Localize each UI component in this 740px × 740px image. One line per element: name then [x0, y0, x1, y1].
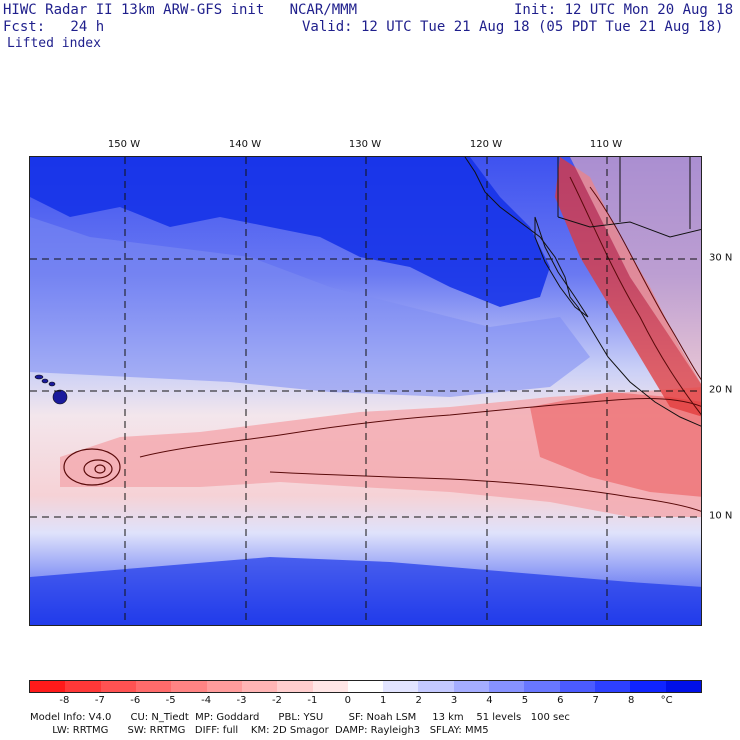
lon-label-130w: 130 W	[348, 139, 382, 150]
lat-label-10n: 10 N	[709, 510, 733, 522]
valid-time: Valid: 12 UTC Tue 21 Aug 18 (05 PDT Tue …	[302, 19, 724, 35]
colorbar-swatch	[418, 681, 454, 692]
colorbar-swatch	[453, 681, 490, 692]
lon-label-120w: 120 W	[469, 139, 503, 150]
colorbar-label: -3	[236, 695, 247, 706]
colorbar-swatch	[312, 681, 348, 692]
colorbar-label: -1	[307, 695, 318, 706]
colorbar-swatch	[206, 681, 242, 692]
field-name: Lifted index	[7, 36, 101, 51]
graticule	[30, 157, 701, 625]
colorbar-label: 5	[521, 695, 529, 706]
colorbar-swatch	[65, 681, 101, 692]
forecast-hour: Fcst: 24 h	[3, 19, 105, 35]
colorbar-label: -4	[201, 695, 212, 706]
colorbar-label: 2	[415, 695, 422, 706]
colorbar-swatch	[171, 681, 207, 692]
land-pink-region	[570, 157, 701, 384]
mid-blue-band	[30, 217, 590, 397]
cyclone-contour	[63, 448, 121, 486]
map-canvas	[30, 157, 701, 625]
colorbar-swatch	[277, 681, 313, 692]
colorbar-label: 6	[557, 695, 564, 706]
colorbar-label: -5	[165, 695, 176, 706]
colorbar-label: 1	[380, 695, 387, 706]
colorbar-swatch	[524, 681, 560, 692]
colorbar-swatch	[559, 681, 595, 692]
lon-label-150w: 150 W	[107, 139, 141, 150]
colorbar-swatch	[241, 681, 278, 692]
mexico-contour	[569, 176, 701, 416]
colorbar-label: 7	[592, 695, 599, 706]
border-lines	[557, 157, 701, 238]
colorbar-label: -7	[94, 695, 105, 706]
lifted-index-map	[29, 156, 702, 626]
init-time: Init: 12 UTC Mon 20 Aug 18	[514, 2, 734, 18]
model-info-line1: Model Info: V4.0 CU: N_Tiedt MP: Goddard…	[30, 712, 570, 723]
lon-label-140w: 140 W	[228, 139, 262, 150]
itcz-contour	[139, 398, 701, 512]
colorbar-label: -2	[271, 695, 282, 706]
colorbar-label: 0	[344, 695, 351, 706]
colorbar-swatch	[383, 681, 419, 692]
coastline	[464, 157, 701, 427]
model-title: HIWC Radar II 13km ARW-GFS init NCAR/MMM	[3, 2, 358, 18]
colorbar-label: -8	[59, 695, 70, 706]
colorbar-swatch	[665, 681, 701, 692]
colorbar-swatch	[347, 681, 384, 692]
colorbar-label: °C	[660, 695, 673, 706]
colorbar-label: 8	[627, 695, 635, 706]
hawaii-islands	[34, 374, 68, 405]
colorbar-label: 3	[450, 695, 458, 706]
lon-label-110w: 110 W	[589, 139, 623, 150]
deep-blue-north-region	[30, 157, 550, 307]
colorbar-label: 4	[486, 695, 493, 706]
colorbar-swatch	[595, 681, 631, 692]
colorbar-swatch	[630, 681, 666, 692]
colorbar-swatch	[100, 681, 136, 692]
itcz-red-core	[530, 392, 701, 497]
colorbar-swatch	[489, 681, 525, 692]
colorbar-swatch	[30, 681, 66, 692]
lat-label-30n: 30 N	[709, 252, 733, 264]
lat-label-20n: 20 N	[709, 384, 733, 396]
colorbar	[29, 680, 702, 693]
colorbar-swatch	[135, 681, 172, 692]
model-info-line2: LW: RRTMG SW: RRTMG DIFF: full KM: 2D Sm…	[30, 725, 489, 736]
colorbar-label: -6	[130, 695, 141, 706]
